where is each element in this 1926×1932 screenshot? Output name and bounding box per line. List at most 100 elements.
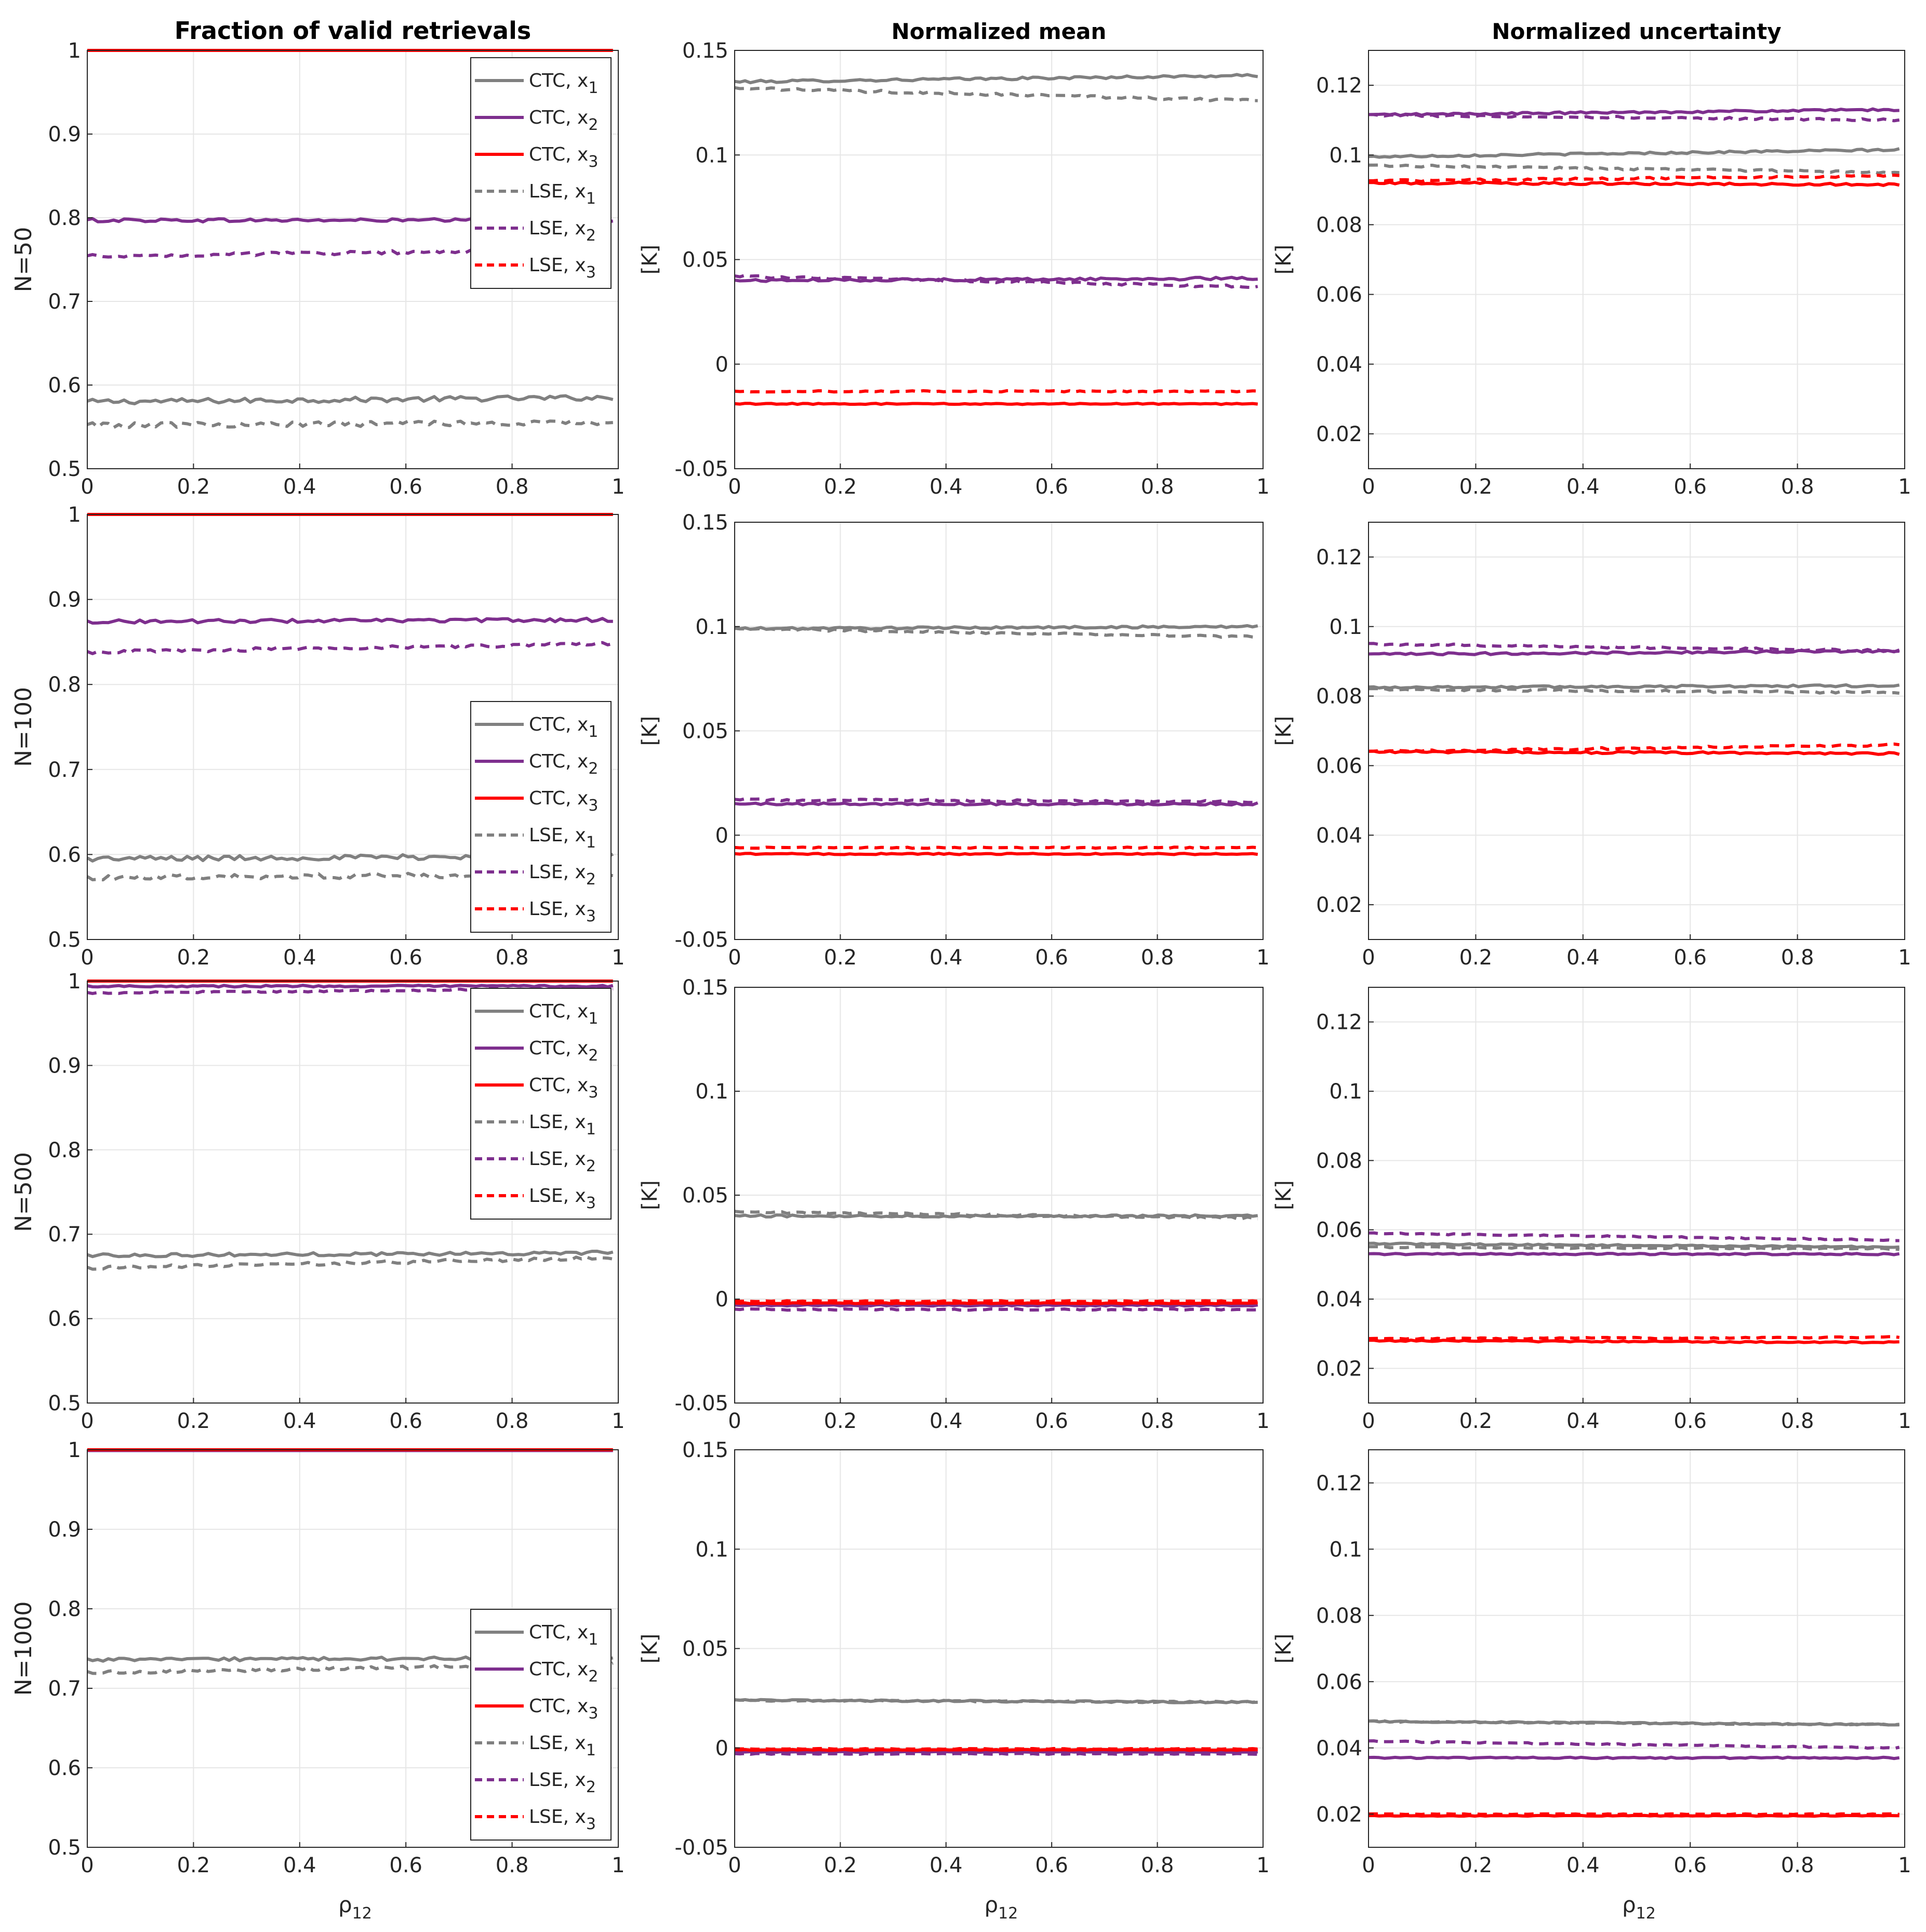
axis-box <box>87 1449 619 1848</box>
x-tick-label: 0 <box>728 1409 741 1433</box>
y-tick-label: 0.8 <box>48 1139 81 1162</box>
y-axis-label: [K] <box>638 245 662 274</box>
legend: CTC, x1 CTC, x2 CTC, x3 LSE, x1 LSE, x2 LSE, … <box>470 57 612 289</box>
x-tick-label: 0.4 <box>929 946 963 970</box>
y-tick-label: -0.05 <box>675 457 729 481</box>
x-tick-label: 0 <box>728 1854 741 1877</box>
y-tick-label: 0.1 <box>1329 1538 1362 1562</box>
x-tick-label: 0.6 <box>1035 946 1068 970</box>
x-tick-label: 0.8 <box>1141 946 1174 970</box>
y-tick-label: 1 <box>68 1438 81 1462</box>
y-tick-label: 0.02 <box>1316 1357 1362 1381</box>
y-tick-label: 0.05 <box>682 1637 728 1661</box>
legend-box <box>470 701 612 933</box>
x-tick-label: 0.6 <box>1035 475 1068 499</box>
x-tick-label: 0.6 <box>1673 1409 1707 1433</box>
series-line-lse-x3 <box>734 1746 1258 1751</box>
legend-entry: LSE, x2 <box>529 1148 596 1175</box>
series-line-ctc-x3 <box>734 402 1258 406</box>
y-tick-label: 0.05 <box>682 720 728 744</box>
x-tick-label: 0 <box>81 1409 94 1433</box>
panel-r0-c2: 0 0.2 0.4 0.6 0.8 1 0.02 0.04 0.06 0.08 0.1 0.12 Nor… <box>1272 19 1911 499</box>
x-tick-label: 0.6 <box>389 946 422 970</box>
y-tick-label: 0.05 <box>682 248 728 272</box>
series-line-ctc-x2 <box>734 275 1258 283</box>
y-tick-label: 0.6 <box>48 1756 81 1780</box>
legend-entry: CTC, x3 <box>529 1696 598 1723</box>
y-tick-label: 0.12 <box>1316 1011 1362 1035</box>
y-axis-label: [K] <box>1272 245 1296 274</box>
series-line-ctc-x2 <box>1368 1252 1900 1256</box>
y-tick-label: 0.7 <box>48 758 81 782</box>
x-tick-label: 0.4 <box>1566 1409 1600 1433</box>
y-axis-label: [K] <box>638 716 662 746</box>
x-tick-label: 0.6 <box>1035 1854 1068 1877</box>
x-tick-label: 0.6 <box>1673 1854 1707 1877</box>
series-line-lse-x2 <box>734 1752 1258 1756</box>
x-tick-label: 0.2 <box>177 1409 210 1433</box>
x-tick-label: 0.4 <box>1566 946 1600 970</box>
series-line-ctc-x1 <box>734 1213 1258 1219</box>
y-tick-label: 0.06 <box>1316 1670 1362 1694</box>
y-tick-label: 0.04 <box>1316 1737 1362 1761</box>
row-label: N=1000 <box>10 1602 37 1696</box>
x-tick-label: 1 <box>612 1409 625 1433</box>
x-tick-label: 0.2 <box>1459 1854 1493 1877</box>
series-line-lse-x2 <box>734 273 1258 289</box>
series-line-ctc-x2 <box>87 984 614 989</box>
legend-box <box>470 57 612 289</box>
panel-r0-c0: 0 0.2 0.4 0.6 0.8 1 0.5 0.6 0.7 0.8 0.9 1 Fraction o… <box>10 17 625 499</box>
plot-area <box>1369 987 1905 1403</box>
series-line-ctc-x3 <box>734 1301 1258 1305</box>
y-tick-label: 0.1 <box>695 1080 728 1104</box>
series-line-ctc-x1 <box>87 394 614 405</box>
y-tick-label: 0.08 <box>1316 213 1362 237</box>
legend-box <box>470 1609 612 1841</box>
y-tick-label: 0.1 <box>1329 615 1362 639</box>
x-tick-label: 1 <box>1898 475 1911 499</box>
legend-entry: CTC, x1 <box>529 1622 598 1649</box>
x-tick-label: 0.6 <box>1673 475 1707 499</box>
y-tick-label: 0.6 <box>48 843 81 867</box>
x-tick-label: 1 <box>1256 475 1269 499</box>
legend-entry: LSE, x2 <box>529 1769 596 1796</box>
panel-r3-c2: 0 0.2 0.4 0.6 0.8 1 0.02 0.04 0.06 0.08 0.1 0.12 [K]… <box>1272 1449 1911 1923</box>
x-tick-label: 0.8 <box>1781 946 1814 970</box>
series-line-ctc-x1 <box>1368 147 1900 159</box>
x-tick-label: 0 <box>1362 1854 1375 1877</box>
y-tick-label: 1 <box>68 39 81 63</box>
legend-entry: LSE, x2 <box>529 218 596 245</box>
x-tick-label: 0.2 <box>824 1854 857 1877</box>
y-axis-label: [K] <box>1272 1180 1296 1210</box>
series-line-ctc-x2 <box>1368 648 1900 656</box>
series-line-ctc-x2 <box>1368 107 1900 117</box>
x-tick-label: 0.2 <box>824 475 857 499</box>
y-tick-label: 0.9 <box>48 1054 81 1078</box>
row-label: N=100 <box>10 687 37 767</box>
y-tick-label: 0.6 <box>48 1307 81 1331</box>
y-tick-label: 0.06 <box>1316 754 1362 778</box>
series-line-lse-x3 <box>734 845 1258 850</box>
series-line-lse-x1 <box>1368 1719 1900 1727</box>
y-tick-label: 0.15 <box>682 39 728 63</box>
legend-entry: LSE, x1 <box>529 1111 596 1139</box>
legend: CTC, x1 CTC, x2 CTC, x3 LSE, x1 LSE, x2 LSE, … <box>470 1609 612 1841</box>
panel-title: Normalized mean <box>892 19 1107 44</box>
y-tick-label: 0.5 <box>48 1836 81 1860</box>
x-tick-label: 0.4 <box>929 1854 963 1877</box>
series-line-ctc-x2 <box>734 1750 1258 1754</box>
y-tick-label: 0.15 <box>682 976 728 1000</box>
legend-entry: LSE, x1 <box>529 1732 596 1759</box>
x-tick-label: 0.8 <box>1781 1409 1814 1433</box>
y-tick-label: 0.5 <box>48 928 81 952</box>
x-tick-label: 1 <box>1898 946 1911 970</box>
y-tick-label: 0.04 <box>1316 1288 1362 1312</box>
legend-entry: CTC, x1 <box>529 1001 598 1028</box>
series-line-lse-x2 <box>1368 1231 1900 1242</box>
panel-r1-c0: 0 0.2 0.4 0.6 0.8 1 0.5 0.6 0.7 0.8 0.9 1 N=100 CTC, … <box>10 503 625 970</box>
y-tick-label: 0.1 <box>695 615 728 639</box>
legend-entry: CTC, x3 <box>529 788 598 815</box>
series-line-lse-x3 <box>734 1299 1258 1303</box>
